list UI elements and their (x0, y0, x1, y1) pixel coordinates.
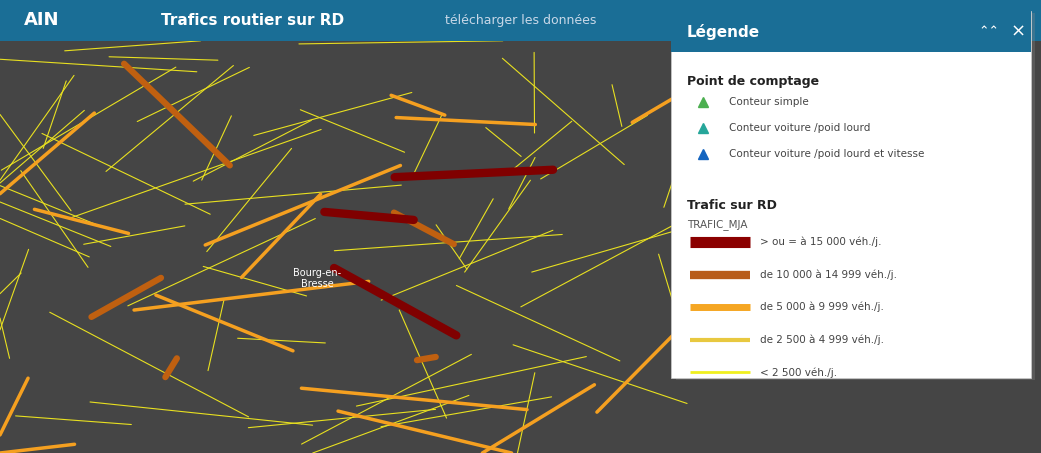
Text: de 10 000 à 14 999 véh./j.: de 10 000 à 14 999 véh./j. (760, 269, 897, 280)
Text: Trafic sur RD: Trafic sur RD (687, 199, 777, 212)
Text: Conteur voiture /poid lourd et vitesse: Conteur voiture /poid lourd et vitesse (729, 149, 924, 159)
Text: > ou = à 15 000 véh./j.: > ou = à 15 000 véh./j. (760, 236, 882, 247)
Text: Légende: Légende (687, 24, 760, 40)
Text: Point de comptage: Point de comptage (687, 75, 819, 88)
Text: AIN: AIN (24, 11, 59, 29)
FancyBboxPatch shape (676, 13, 1035, 380)
FancyBboxPatch shape (671, 11, 1031, 52)
Text: Trafics routier sur RD: Trafics routier sur RD (161, 13, 345, 28)
Text: ×: × (1011, 23, 1025, 41)
Text: < 2 500 véh./j.: < 2 500 véh./j. (760, 367, 837, 378)
Text: Conteur voiture /poid lourd: Conteur voiture /poid lourd (729, 123, 870, 133)
FancyBboxPatch shape (671, 11, 1031, 378)
FancyBboxPatch shape (0, 0, 1041, 41)
Text: ⌃⌃: ⌃⌃ (979, 25, 999, 38)
Text: de 5 000 à 9 999 véh./j.: de 5 000 à 9 999 véh./j. (760, 302, 884, 313)
Text: Bourg-en-
Bresse: Bourg-en- Bresse (294, 268, 341, 289)
Text: télécharger les données: télécharger les données (445, 14, 596, 27)
Text: Conteur simple: Conteur simple (729, 97, 809, 107)
Text: TRAFIC_MJA: TRAFIC_MJA (687, 219, 747, 230)
Text: de 2 500 à 4 999 véh./j.: de 2 500 à 4 999 véh./j. (760, 334, 884, 345)
